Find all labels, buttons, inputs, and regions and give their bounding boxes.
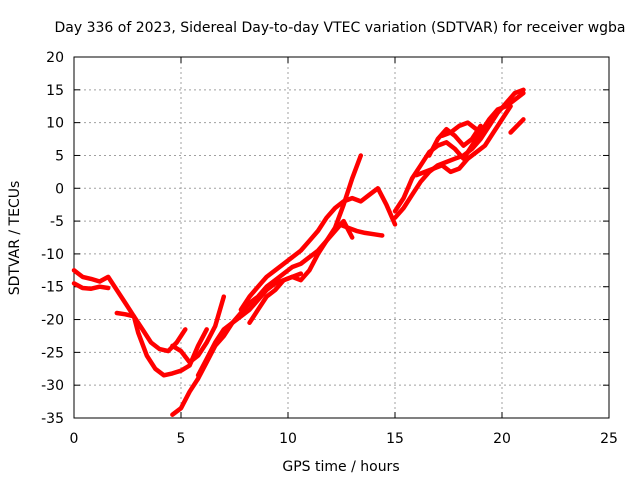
x-axis-label: GPS time / hours (282, 459, 399, 475)
x-tick-label: 10 (279, 431, 297, 447)
tick-labels: 0 5 10 15 20 25 -35 -30 -25 -20 -15 -10 -5 0 5 10 15 20 (41, 50, 618, 447)
x-tick-label: 25 (600, 431, 618, 447)
series-arc-13 (439, 120, 479, 139)
y-tick-label: 20 (46, 50, 64, 66)
series-arc-1 (71, 268, 188, 354)
y-tick-label: 5 (55, 148, 64, 164)
series-group (71, 87, 526, 417)
x-tick-label: 5 (177, 431, 186, 447)
chart-title: Day 336 of 2023, Sidereal Day-to-day VTE… (54, 20, 625, 36)
series-arc-4 (170, 271, 304, 417)
y-tick-label: 0 (55, 181, 64, 197)
y-tick-label: -10 (41, 247, 64, 263)
series-arc-10 (392, 90, 526, 214)
y-axis-label: SDTVAR / TECUs (7, 181, 23, 296)
x-tick-label: 0 (70, 431, 79, 447)
series-arc-3 (114, 310, 209, 378)
x-tick-label: 20 (493, 431, 511, 447)
y-tick-label: -15 (41, 280, 64, 296)
series-arc-14 (508, 117, 526, 135)
y-tick-label: -5 (50, 214, 64, 230)
series-arc-5 (170, 294, 227, 365)
series-arc-2 (71, 281, 111, 291)
plot-frame (73, 56, 610, 419)
y-tick-label: -25 (41, 345, 64, 361)
y-tick-label: 10 (46, 116, 64, 132)
y-tick-label: -20 (41, 313, 64, 329)
series-arc-7 (238, 186, 398, 312)
series-arc-15 (337, 222, 385, 238)
y-tick-label: -30 (41, 378, 64, 394)
x-tick-label: 15 (386, 431, 404, 447)
series-arc-12 (426, 123, 483, 158)
y-tick-label: 15 (46, 83, 64, 99)
series-arc-11 (414, 103, 513, 178)
y-tick-label: -35 (41, 411, 64, 427)
series-arc-8 (247, 218, 355, 326)
